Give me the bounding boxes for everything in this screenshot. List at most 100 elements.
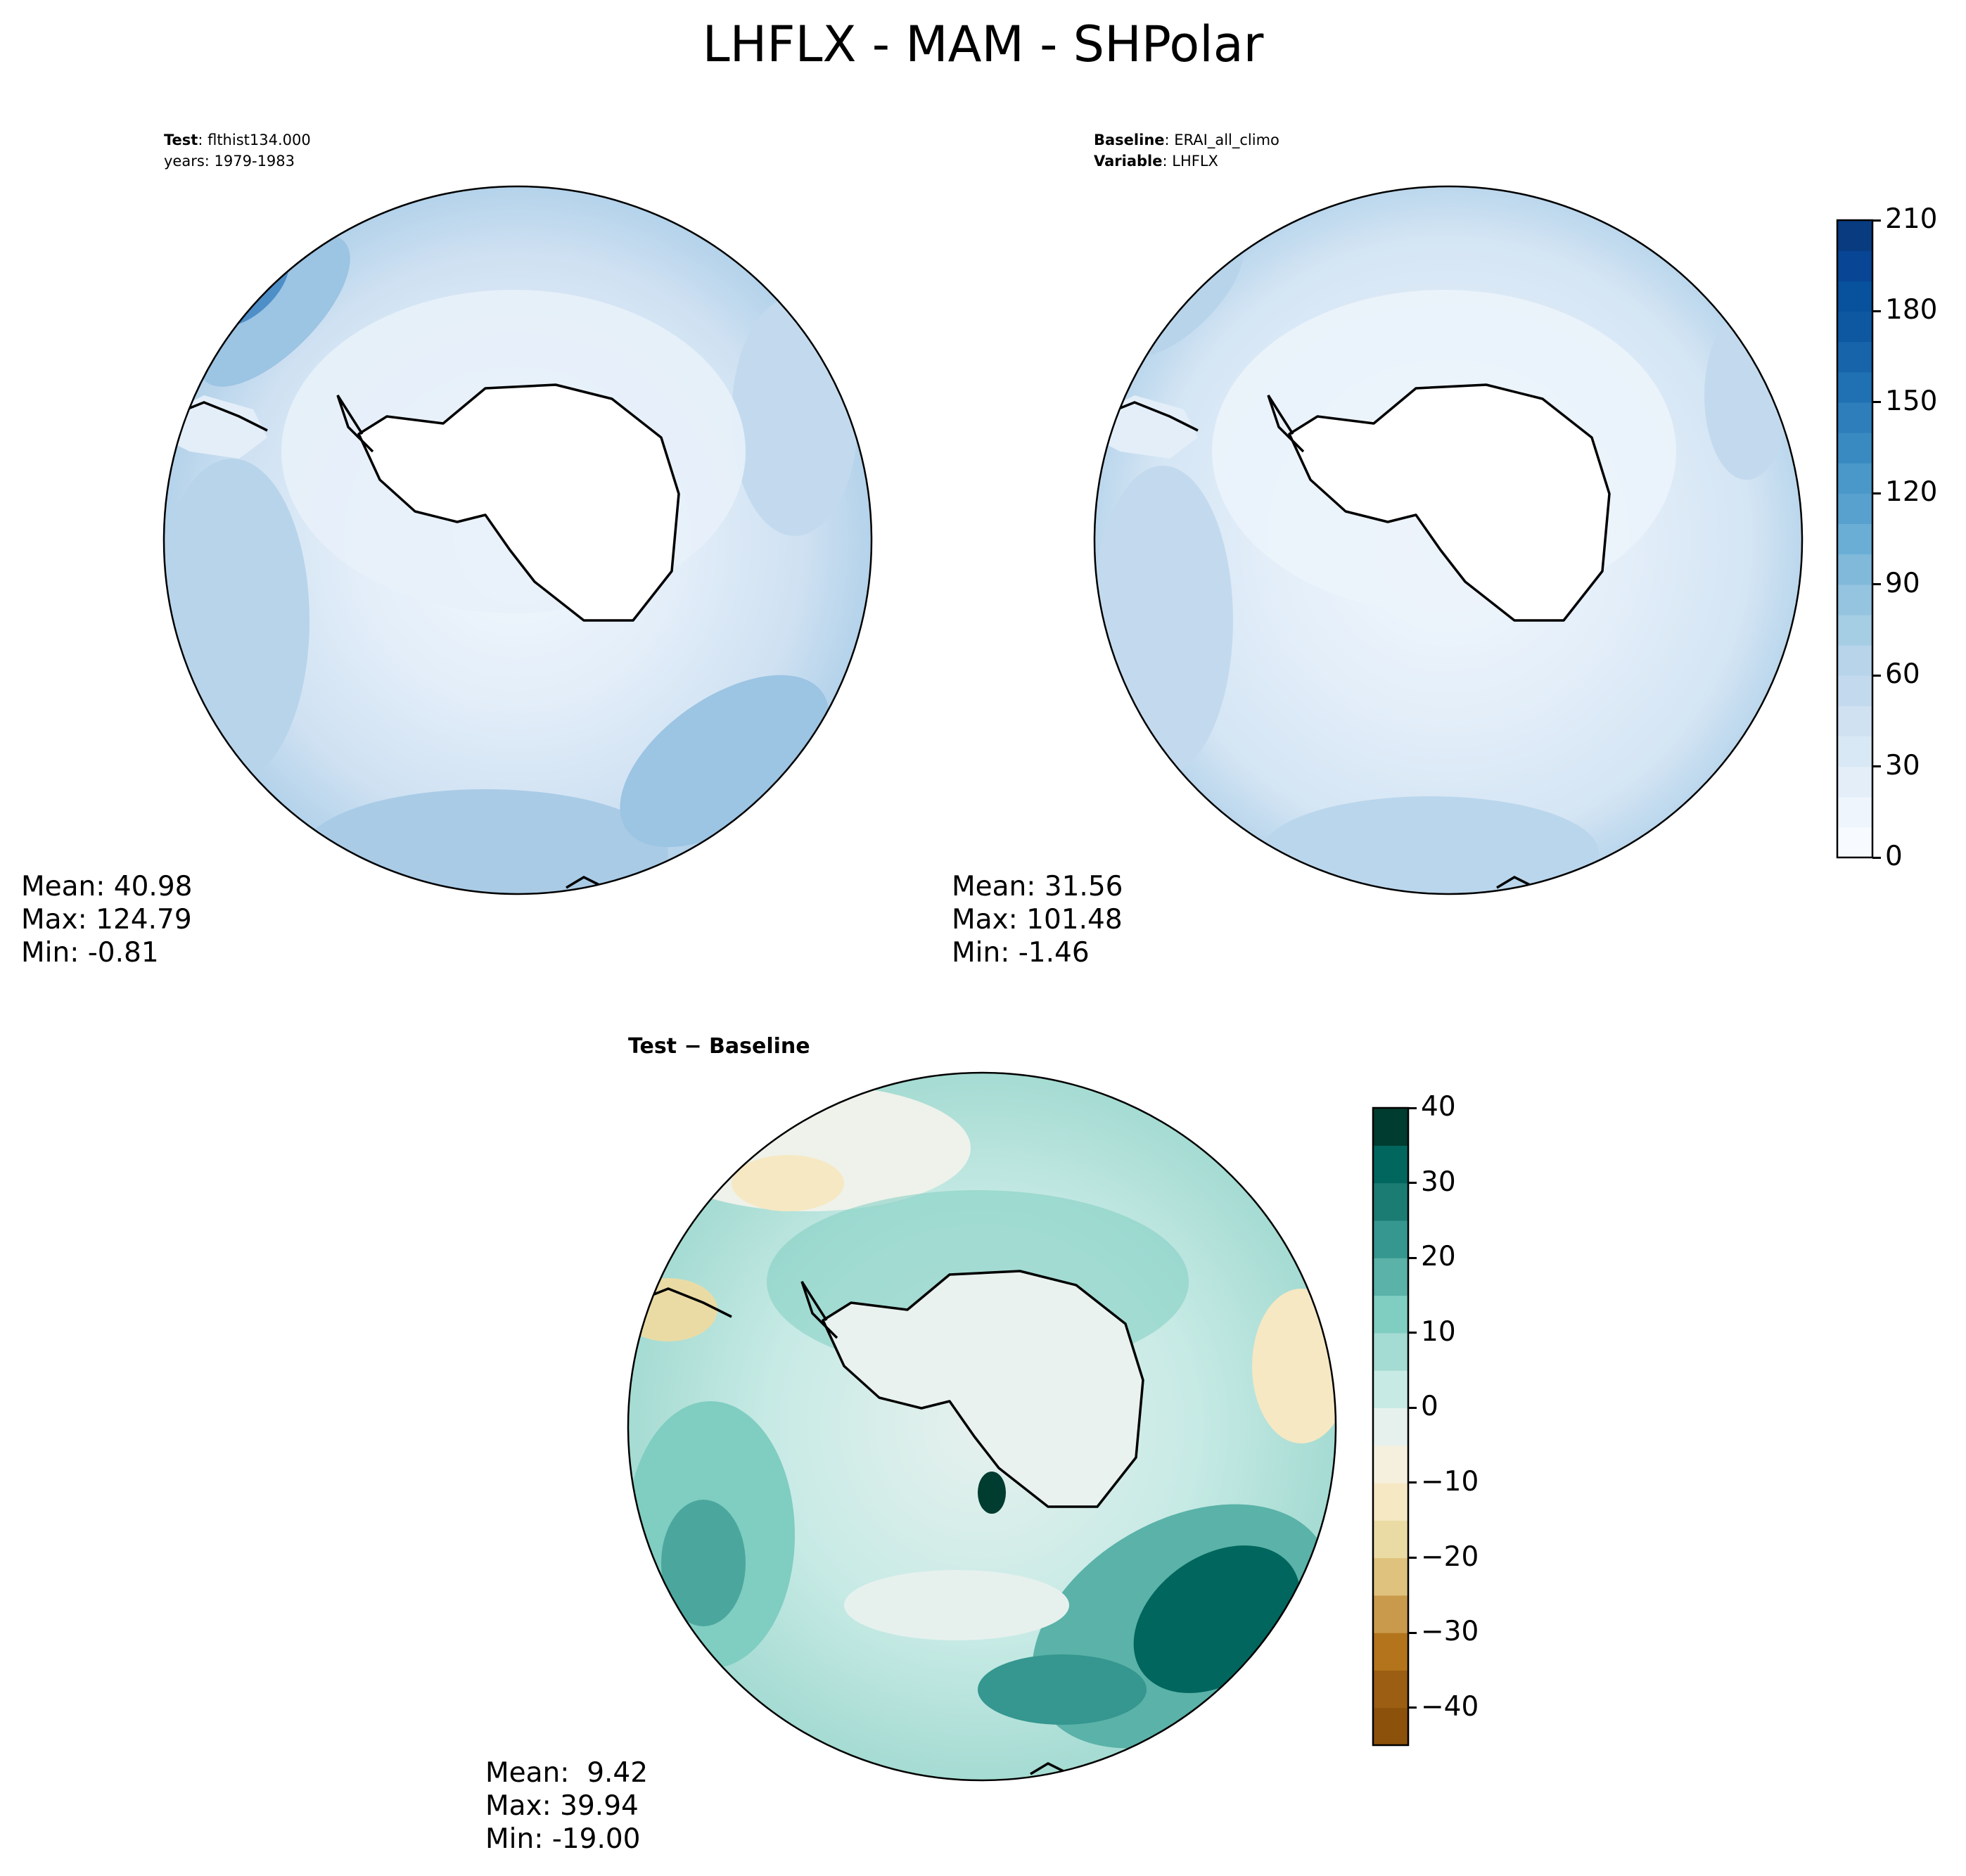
test-west-band (164, 459, 309, 782)
main-colorbar-swatch (1837, 281, 1872, 312)
diff-colorbar-tick-mark (1408, 1182, 1417, 1185)
diff-colorbar-swatch (1373, 1295, 1408, 1334)
diff-colorbar-tick-mark (1408, 1481, 1417, 1484)
baseline-label-value: ERAI_all_climo (1174, 132, 1279, 148)
diff-antarctica (822, 1270, 1144, 1508)
diff-colorbar-swatch (1373, 1370, 1408, 1408)
main-colorbar-swatch (1837, 827, 1872, 858)
test-se-band (620, 675, 829, 848)
main-colorbar-swatch (1837, 220, 1872, 251)
main-colorbar-swatch (1837, 402, 1872, 433)
diff-colorbar-swatch (1373, 1557, 1408, 1596)
diff-colorbar-swatch (1373, 1182, 1408, 1221)
baseline-stats: Mean: 31.56 Max: 101.48 Min: -1.46 (952, 870, 1123, 969)
baseline-map (1093, 185, 1804, 895)
main-colorbar-tick-label: 60 (1885, 658, 1920, 691)
diff-colorbar-swatch (1373, 1670, 1408, 1709)
main-colorbar-tick-mark (1872, 492, 1881, 494)
main-colorbar-tick-mark (1872, 310, 1881, 312)
test-east-band (732, 297, 858, 536)
test-stats: Mean: 40.98 Max: 124.79 Min: -0.81 (21, 870, 192, 969)
main-colorbar-swatch (1837, 766, 1872, 798)
diff-colorbar-swatch (1373, 1633, 1408, 1671)
baseline-map-boundary (1093, 185, 1804, 895)
baseline-west-band (1094, 466, 1233, 775)
main-colorbar-swatch (1837, 554, 1872, 585)
diff-colorbar-swatch (1373, 1595, 1408, 1633)
baseline-label-key: Baseline (1094, 132, 1165, 148)
diff-coastal-spot (978, 1472, 1006, 1514)
diff-colorbar-tick-label: 30 (1421, 1166, 1456, 1198)
diff-colorbar-tick-label: −20 (1421, 1540, 1479, 1573)
diff-colorbar-tick-label: 10 (1421, 1315, 1456, 1348)
diff-colorbar-swatch (1373, 1258, 1408, 1296)
diff-colorbar (1372, 1106, 1410, 1747)
diff-max: Max: 39.94 (485, 1790, 639, 1822)
diff-min: Min: -19.00 (485, 1823, 641, 1855)
diff-south-neutral (844, 1570, 1069, 1640)
main-colorbar-swatch (1837, 341, 1872, 373)
test-mean: Mean: 40.98 (21, 871, 193, 902)
diff-colorbar-tick-label: −30 (1421, 1616, 1479, 1648)
diff-colorbar-tick-mark (1408, 1706, 1417, 1709)
main-colorbar-tick-mark (1872, 583, 1881, 586)
diff-colorbar-tick-label: 40 (1421, 1091, 1456, 1123)
diff-colorbar-tick-mark (1408, 1106, 1417, 1109)
diff-colorbar-swatch (1373, 1332, 1408, 1371)
diff-colorbar-tick-mark (1408, 1406, 1417, 1409)
baseline-east-band (1704, 311, 1789, 480)
diff-colorbar-swatch (1373, 1482, 1408, 1521)
diff-colorbar-swatch (1373, 1145, 1408, 1184)
diff-colorbar-tick-mark (1408, 1332, 1417, 1334)
main-colorbar-swatch (1837, 645, 1872, 676)
main-colorbar-swatch (1837, 463, 1872, 494)
main-colorbar-tick-mark (1872, 856, 1881, 859)
diff-colorbar-tick-label: 0 (1421, 1391, 1438, 1423)
main-colorbar-tick-label: 30 (1885, 749, 1920, 781)
main-colorbar-tick-label: 180 (1885, 294, 1938, 326)
diff-colorbar-tick-mark (1408, 1256, 1417, 1259)
figure-title: LHFLX - MAM - SHPolar (702, 15, 1264, 73)
main-colorbar-swatch (1837, 675, 1872, 706)
main-colorbar-border (1836, 219, 1874, 859)
diff-colorbar-swatch (1373, 1220, 1408, 1258)
diff-peninsula (800, 1281, 838, 1339)
test-max: Max: 124.79 (21, 904, 192, 936)
diff-colorbar-tick-label: 20 (1421, 1241, 1456, 1273)
baseline-variable-key: Variable (1094, 153, 1163, 170)
diff-map (627, 1071, 1337, 1782)
test-label-value: flthist134.000 (208, 132, 311, 148)
diff-colorbar-tick-label: −40 (1421, 1690, 1479, 1723)
main-colorbar-swatch (1837, 371, 1872, 403)
diff-mean: Mean: 9.42 (485, 1757, 649, 1789)
main-colorbar-swatch (1837, 250, 1872, 281)
baseline-mean: Mean: 31.56 (952, 871, 1123, 902)
diff-map-boundary (627, 1071, 1337, 1782)
test-header: Test: flthist134.000 years: 1979-1983 (164, 132, 311, 170)
baseline-min: Min: -1.46 (952, 937, 1090, 969)
main-colorbar-tick-label: 0 (1885, 841, 1903, 872)
main-colorbar-tick-label: 210 (1885, 203, 1938, 235)
baseline-header: Baseline: ERAI_all_climo Variable: LHFLX (1094, 132, 1279, 170)
diff-negative-north (732, 1155, 844, 1211)
diff-colorbar-tick-mark (1408, 1631, 1417, 1634)
baseline-antarctica (1288, 383, 1611, 622)
test-map (162, 185, 873, 895)
baseline-max: Max: 101.48 (952, 904, 1123, 936)
main-colorbar-swatch (1837, 796, 1872, 828)
main-colorbar-swatch (1837, 706, 1872, 737)
main-colorbar-swatch (1837, 523, 1872, 555)
baseline-peninsula (1267, 395, 1305, 453)
test-years: years: 1979-1983 (164, 153, 295, 170)
diff-title: Test − Baseline (628, 1034, 810, 1059)
test-label-key: Test (164, 132, 198, 148)
diff-stats: Mean: 9.42 Max: 39.94 Min: -19.00 (485, 1756, 648, 1856)
main-colorbar-tick-mark (1872, 401, 1881, 404)
main-colorbar (1836, 219, 1874, 859)
diff-colorbar-tick-label: −10 (1421, 1465, 1479, 1498)
baseline-variable-value: LHFLX (1172, 153, 1218, 170)
main-colorbar-swatch (1837, 614, 1872, 646)
main-colorbar-tick-label: 90 (1885, 567, 1920, 599)
test-antarctica (357, 383, 680, 622)
diff-colorbar-tick-mark (1408, 1557, 1417, 1559)
